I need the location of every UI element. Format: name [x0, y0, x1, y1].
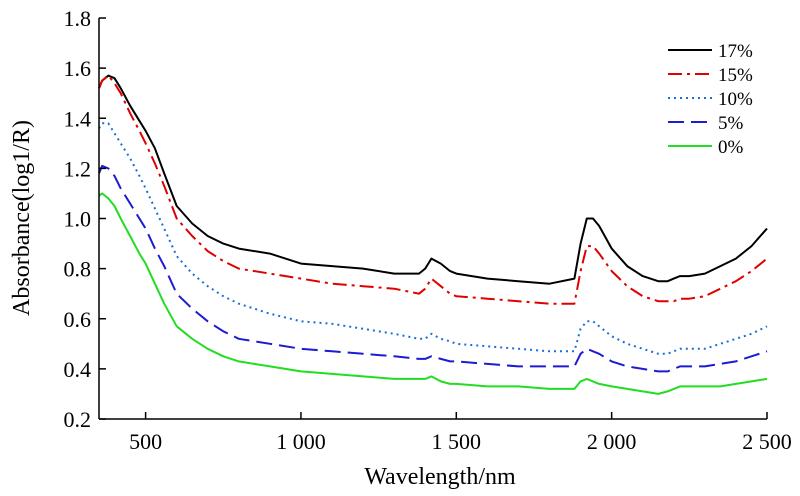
series-line-2: [98, 122, 768, 355]
legend-label-2: 10%: [718, 89, 753, 110]
series-line-4: [98, 192, 768, 395]
legend: 17% 15% 10% 5% 0%: [668, 41, 753, 158]
x-tick-label: 1 500: [432, 429, 482, 454]
series-line-3: [98, 164, 768, 373]
y-tick-label: 0.2: [64, 407, 92, 432]
y-tick-label: 1.0: [64, 207, 92, 232]
legend-label-1: 15%: [718, 65, 753, 86]
series-lines: [98, 74, 768, 395]
x-tick-label: 500: [129, 429, 162, 454]
y-tick-label: 1.4: [64, 106, 92, 131]
tick-labels: 500 1 000 1 500 2 000 2 500 0.2 0.4 0.6 0.8 1.0 1.…: [64, 6, 792, 454]
x-tick-label: 1 000: [276, 429, 326, 454]
y-tick-label: 1.8: [64, 6, 92, 31]
legend-label-0: 17%: [718, 41, 753, 62]
x-tick-label: 2 500: [742, 429, 792, 454]
series-line-0: [98, 74, 768, 285]
x-tick-label: 2 000: [587, 429, 637, 454]
y-tick-label: 1.6: [64, 56, 92, 81]
y-axis-title: Absorbance(log1/R): [9, 120, 35, 316]
y-tick-label: 0.4: [64, 357, 92, 382]
legend-label-3: 5%: [718, 113, 744, 134]
series-line-1: [98, 74, 768, 305]
y-tick-label: 0.8: [64, 257, 92, 282]
tick-marks: [99, 17, 768, 420]
legend-label-4: 0%: [718, 137, 744, 158]
x-axis-title: Wavelength/nm: [364, 464, 516, 490]
axes: [98, 18, 767, 420]
y-tick-label: 1.2: [64, 156, 92, 181]
y-tick-label: 0.6: [64, 307, 92, 332]
